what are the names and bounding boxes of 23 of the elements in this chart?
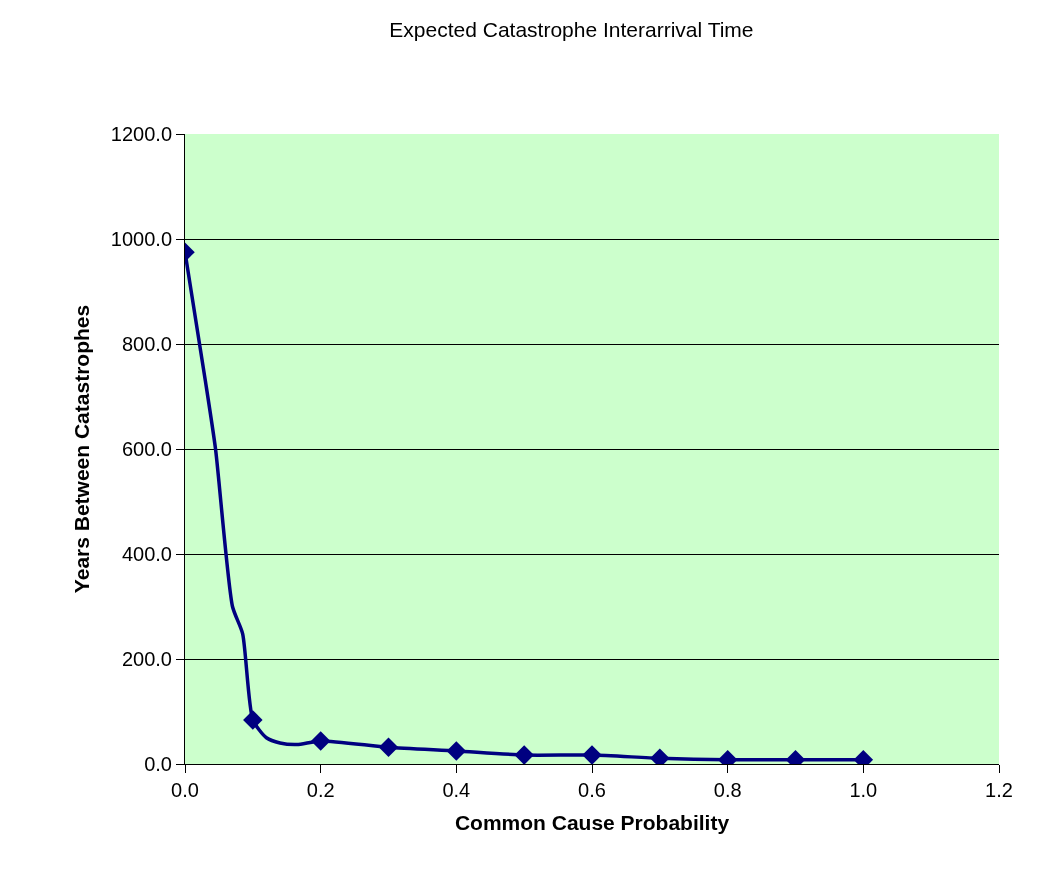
point	[582, 745, 602, 764]
point	[446, 741, 467, 761]
x-tick-label: 1.2	[985, 779, 1013, 801]
y-tick-label: 800.0	[121, 333, 172, 355]
x-tick-label: 1.0	[849, 779, 878, 801]
x-tick-label: 0.0	[171, 779, 199, 801]
y-tick-label: 0.0	[144, 753, 172, 775]
y-tick-label: 400.0	[121, 543, 172, 565]
x-axis-title: Common Cause Probability	[454, 811, 730, 835]
y-tick-label: 600.0	[121, 438, 172, 460]
x-tick-label: 0.2	[306, 779, 335, 801]
point	[378, 737, 399, 757]
y-tick-label: 200.0	[121, 648, 172, 670]
point	[310, 731, 331, 751]
y-axis-title: Years Between Catastrophes	[69, 304, 93, 594]
chart-title: Expected Catastrophe Interarrival Time	[389, 18, 754, 42]
x-tick-label: 0.8	[713, 779, 742, 801]
y-tick-label: 1000.0	[110, 228, 172, 250]
x-tick-label: 0.6	[578, 779, 606, 801]
y-tick-label: 1200.0	[110, 123, 172, 145]
point	[514, 745, 534, 764]
x-tick-label: 0.4	[442, 779, 471, 801]
point	[243, 710, 263, 730]
